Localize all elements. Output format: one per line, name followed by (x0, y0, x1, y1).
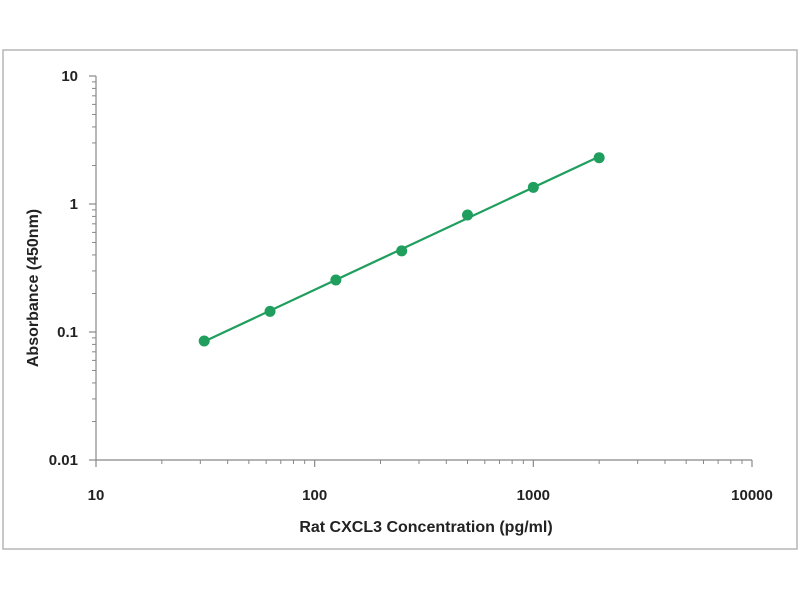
chart-border (2, 49, 798, 550)
y-axis-title: Absorbance (450nm) (25, 209, 42, 367)
data-point (527, 181, 539, 193)
x-tick-label: 10000 (731, 487, 773, 504)
data-point (396, 245, 408, 257)
y-tick-label: 0.01 (49, 452, 78, 469)
y-tick-labels: 10 1 0.1 0.01 (49, 68, 78, 469)
x-axis-title: Rat CXCL3 Concentration (pg/ml) (299, 519, 552, 536)
data-point (264, 305, 276, 317)
data-point (462, 209, 474, 221)
data-point (198, 335, 210, 347)
x-tick-label: 1000 (517, 487, 550, 504)
data-point (593, 152, 605, 164)
x-tick-labels: 10 100 1000 10000 (88, 487, 773, 504)
x-tick-label: 10 (88, 487, 105, 504)
data-point (330, 274, 342, 286)
x-tick-label: 100 (302, 487, 327, 504)
y-tick-label: 10 (61, 68, 78, 85)
axes (89, 75, 753, 467)
plot-area (198, 152, 605, 347)
y-tick-label: 0.1 (57, 324, 78, 341)
y-tick-label: 1 (70, 196, 78, 213)
